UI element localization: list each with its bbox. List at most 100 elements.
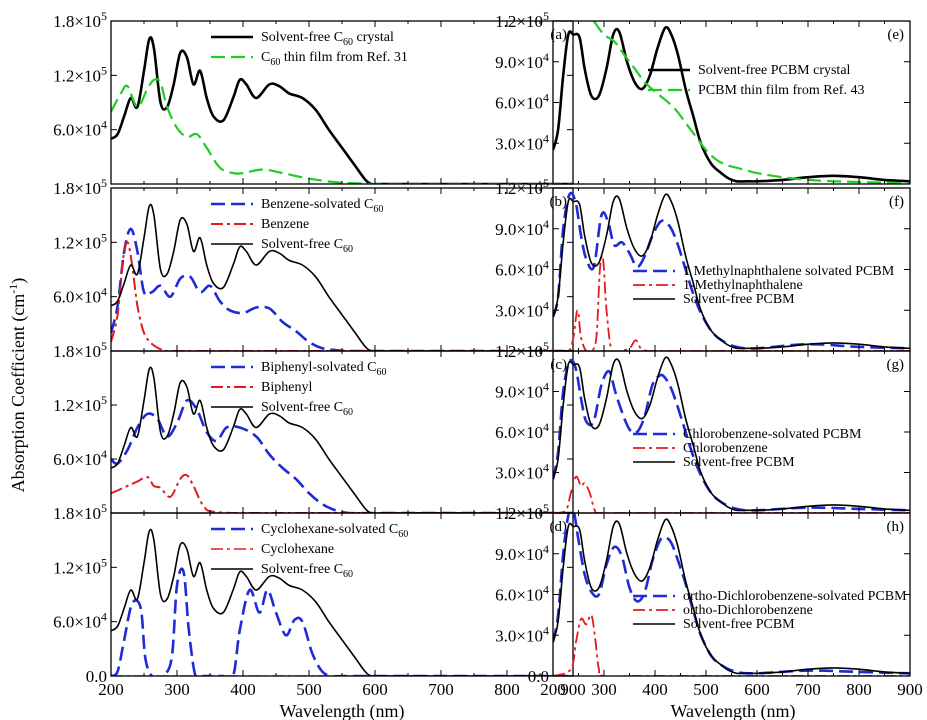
series-line — [592, 21, 910, 184]
legend-label: Solvent-free C60 — [261, 237, 353, 255]
y-tick-label: 6.0×104 — [53, 610, 107, 632]
y-tick-label: 1.2×105 — [53, 230, 107, 252]
y-tick-label: 3.0×104 — [495, 623, 549, 645]
legend-label: Chlorobenzene — [683, 441, 768, 456]
x-tick-label: 900 — [897, 680, 923, 699]
series-line — [553, 356, 910, 512]
x-tick-label: 200 — [98, 680, 124, 699]
x-tick-label: 300 — [591, 680, 617, 699]
series-line — [111, 528, 573, 676]
legend-label: C60 thin film from Ref. 31 — [261, 50, 408, 68]
y-tick-label: 3.0×104 — [495, 131, 549, 153]
plot-frame — [552, 20, 911, 185]
panel-b: 6.0×104 1.2×105 1.8×105 (b) Benzene-solvated… — [53, 176, 574, 352]
panel-tag: (a) — [550, 27, 567, 43]
legend-label: Benzene-solvated C60 — [261, 197, 383, 215]
series-line — [111, 567, 573, 676]
y-tick-label: 1.8×105 — [53, 176, 107, 198]
panel-tag: (b) — [550, 194, 568, 210]
legend-label: Cyclohexane-solvated C60 — [261, 522, 408, 540]
legend-label: Solvent-free C60 crystal — [261, 30, 394, 48]
y-tick-label: 6.0×104 — [53, 285, 107, 307]
y-tick-label: 3.0×104 — [495, 461, 549, 483]
legend-label: Solvent-free PCBM — [683, 617, 795, 632]
panel-e: 3.0×104 6.0×104 9.0×104 1.2×105 (e) Solvent-f… — [495, 9, 911, 185]
panel-d: 200 300 400 500 600 700 800 900 0.0 6.0×104 1.2×10… — [53, 501, 586, 699]
series-line — [111, 203, 573, 351]
panel-h: 200 300 400 500 600 700 800 900 0.0 3.0×104 6.0×10… — [495, 501, 923, 699]
y-tick-label: 1.2×105 — [53, 393, 107, 415]
x-tick-label: 600 — [362, 680, 388, 699]
x-tick-label: 500 — [296, 680, 322, 699]
x-tick-label: 900 — [560, 680, 586, 699]
legend-label: Solvent-free C60 — [261, 400, 353, 418]
legend-label: ortho-Dichlorobenzene-solvated PCBM — [683, 589, 907, 604]
panel-tag: (f) — [889, 194, 904, 210]
series-line — [553, 25, 910, 183]
series-line — [553, 475, 910, 513]
panel-tag: (c) — [550, 357, 567, 373]
legend-label: Biphenyl — [261, 380, 312, 395]
legend-label: PCBM thin film from Ref. 43 — [698, 83, 864, 98]
y-axis-title: Absorption Coefficient (cm-1) — [6, 278, 29, 493]
series-line — [111, 473, 573, 513]
y-tick-label: 1.8×105 — [53, 9, 107, 31]
y-tick-label: 9.0×104 — [495, 380, 549, 402]
y-tick-label: 6.0×104 — [495, 420, 549, 442]
y-tick-label: 6.0×104 — [53, 118, 107, 140]
x-tick-label: 700 — [428, 680, 454, 699]
legend-label: Solvent-free C60 — [261, 562, 353, 580]
series-line — [553, 518, 910, 675]
y-tick-label: 6.0×104 — [495, 91, 549, 113]
x-axis-title-right: Wavelength (nm) — [670, 701, 795, 720]
x-tick-label: 400 — [642, 680, 668, 699]
y-tick-label: 6.0×104 — [53, 447, 107, 469]
x-tick-label: 400 — [230, 680, 256, 699]
x-tick-label: 300 — [164, 680, 190, 699]
x-tick-label: 800 — [494, 680, 520, 699]
y-tick-label: 1.2×105 — [495, 501, 549, 523]
y-tick-label: 9.0×104 — [495, 50, 549, 72]
panel-tag: (h) — [887, 519, 905, 535]
legend-label: Solvent-free PCBM — [683, 455, 795, 470]
x-axis-title-left: Wavelength (nm) — [279, 701, 404, 720]
legend-label: Benzene — [261, 217, 309, 232]
series-line — [111, 36, 573, 184]
legend-label: Solvent-free PCBM — [683, 292, 795, 307]
legend-label: ortho-Dichlorobenzene — [683, 603, 813, 618]
y-tick-label: 0.0 — [86, 667, 107, 686]
x-tick-label: 200 — [540, 680, 566, 699]
legend-label: 1 Methylnaphthalene solvated PCBM — [683, 264, 895, 279]
y-tick-label: 1.2×105 — [495, 176, 549, 198]
y-tick-label: 1.8×105 — [53, 339, 107, 361]
y-tick-label: 6.0×104 — [495, 583, 549, 605]
legend-label: Solvent-free PCBM crystal — [698, 63, 851, 78]
y-tick-label: 3.0×104 — [495, 298, 549, 320]
panels-group: 6.0×104 1.2×105 1.8×105 (a) Solvent-free C60… — [53, 9, 923, 699]
legend-label: Biphenyl-solvated C60 — [261, 360, 387, 378]
x-tick-label: 600 — [744, 680, 770, 699]
legend-label: Cyclohexane — [261, 542, 334, 557]
y-tick-label: 1.2×105 — [53, 555, 107, 577]
x-tick-label: 500 — [693, 680, 719, 699]
series-line — [111, 241, 573, 351]
series-line — [553, 613, 910, 676]
y-tick-label: 9.0×104 — [495, 217, 549, 239]
series-line — [111, 398, 573, 513]
panel-tag: (d) — [550, 519, 568, 535]
panel-a: 6.0×104 1.2×105 1.8×105 (a) Solvent-free C60… — [53, 9, 574, 185]
series-line — [553, 193, 910, 350]
y-tick-label: 1.2×105 — [495, 339, 549, 361]
panel-tag: (g) — [887, 357, 905, 373]
y-tick-label: 6.0×104 — [495, 258, 549, 280]
y-tick-label: 1.2×105 — [53, 63, 107, 85]
legend-label: 1-Methylnaphthalene — [683, 278, 803, 293]
panel-f: 3.0×104 6.0×104 9.0×104 1.2×105 (f) 1 Methyln… — [495, 176, 911, 352]
y-tick-label: 0.0 — [528, 667, 549, 686]
series-line — [111, 366, 573, 513]
y-tick-label: 1.8×105 — [53, 501, 107, 523]
panel-tag: (e) — [887, 27, 904, 43]
x-tick-label: 800 — [846, 680, 872, 699]
x-tick-label: 700 — [795, 680, 821, 699]
